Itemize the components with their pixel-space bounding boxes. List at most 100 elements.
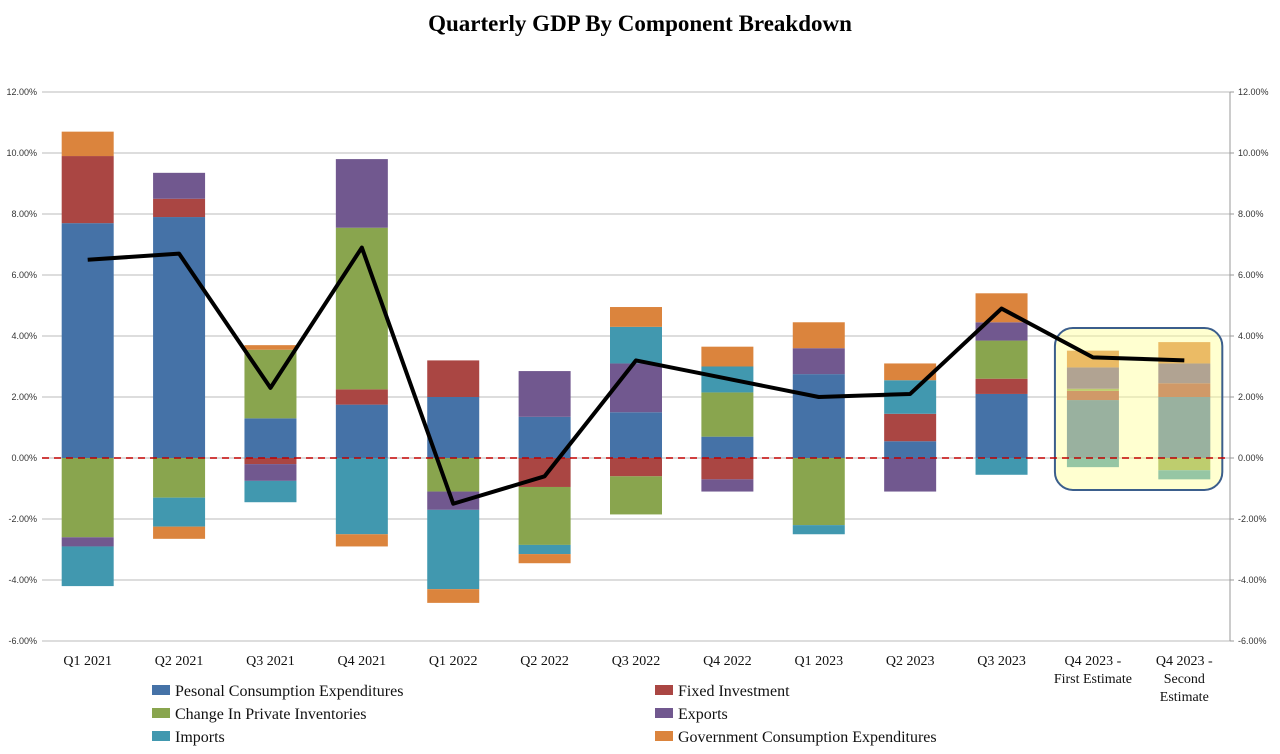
bar-segment bbox=[427, 458, 480, 492]
bar-segment bbox=[335, 404, 388, 458]
x-tick-label: Second bbox=[1164, 672, 1205, 687]
bar-segment bbox=[518, 486, 571, 545]
bar-segment bbox=[975, 458, 1028, 475]
y-tick-left: 8.00% bbox=[11, 209, 37, 219]
x-tick-label: Q3 2021 bbox=[246, 654, 295, 669]
bar-segment bbox=[61, 131, 114, 157]
bar-segment bbox=[610, 458, 662, 477]
bar-segment bbox=[610, 476, 662, 515]
bar-segment bbox=[610, 363, 662, 413]
bar-segment bbox=[153, 172, 206, 199]
bar-segment bbox=[61, 537, 114, 547]
legend-swatch bbox=[152, 708, 170, 718]
bar-segment bbox=[610, 307, 662, 327]
legend-swatch bbox=[152, 685, 170, 695]
legend-label: Change In Private Inventories bbox=[175, 706, 367, 723]
y-tick-right: 4.00% bbox=[1238, 331, 1264, 341]
bar-segment bbox=[518, 371, 571, 417]
bar-segment bbox=[975, 322, 1028, 341]
y-tick-left: 12.00% bbox=[6, 87, 37, 97]
x-tick-label: Q1 2023 bbox=[794, 654, 843, 669]
bar-segment bbox=[701, 392, 754, 437]
x-tick-label: Q4 2022 bbox=[703, 654, 752, 669]
bar-segment bbox=[610, 412, 662, 458]
bar-segment bbox=[1066, 388, 1119, 391]
bar-segment bbox=[518, 554, 571, 564]
y-tick-right: 10.00% bbox=[1238, 148, 1269, 158]
x-tick-label: Q3 2022 bbox=[612, 654, 661, 669]
legend-label: Pesonal Consumption Expenditures bbox=[175, 683, 403, 700]
legend-label: Government Consumption Expenditures bbox=[678, 729, 937, 746]
bar-segment bbox=[61, 156, 114, 224]
bar-segment bbox=[792, 348, 845, 375]
bar-segment bbox=[153, 458, 206, 498]
bar-segment bbox=[884, 380, 937, 414]
legend-swatch bbox=[655, 731, 673, 741]
y-tick-right: 0.00% bbox=[1238, 453, 1264, 463]
y-tick-left: -4.00% bbox=[8, 575, 37, 585]
bar-segment bbox=[884, 363, 937, 381]
bar-segment bbox=[975, 378, 1028, 394]
bar-segment bbox=[884, 458, 937, 492]
legend-swatch bbox=[655, 708, 673, 718]
bar-segment bbox=[244, 458, 297, 465]
bar-segment bbox=[244, 345, 297, 350]
bar-segment bbox=[244, 418, 297, 458]
bar-segment bbox=[335, 227, 388, 390]
y-tick-right: -6.00% bbox=[1238, 636, 1267, 646]
y-tick-left: 6.00% bbox=[11, 270, 37, 280]
bar-segment bbox=[244, 480, 297, 503]
bar-segment bbox=[61, 223, 114, 458]
bar-segment bbox=[701, 479, 754, 492]
bar-segment bbox=[792, 525, 845, 535]
bar-segment bbox=[1066, 367, 1119, 389]
y-tick-left: -2.00% bbox=[8, 514, 37, 524]
bar-segment bbox=[335, 534, 388, 547]
x-tick-label: Q3 2023 bbox=[977, 654, 1026, 669]
bar-segment bbox=[61, 546, 114, 587]
bar-segment bbox=[427, 360, 480, 397]
bar-segment bbox=[975, 340, 1028, 379]
x-tick-label: Q4 2023 - bbox=[1156, 654, 1213, 669]
bar-segment bbox=[884, 441, 937, 458]
x-tick-label: Q1 2022 bbox=[429, 654, 478, 669]
x-tick-label: Estimate bbox=[1160, 690, 1209, 705]
bar-segment bbox=[792, 322, 845, 349]
x-tick-label: Q4 2023 - bbox=[1065, 654, 1122, 669]
bar-segment bbox=[518, 544, 571, 555]
legend-label: Imports bbox=[175, 729, 225, 746]
bar-segment bbox=[975, 393, 1028, 458]
y-tick-left: 10.00% bbox=[6, 148, 37, 158]
bar-segment bbox=[1158, 458, 1211, 471]
x-tick-label: Q1 2021 bbox=[63, 654, 112, 669]
bar-segment bbox=[701, 458, 754, 480]
chart-title: Quarterly GDP By Component Breakdown bbox=[428, 11, 852, 36]
y-tick-left: 2.00% bbox=[11, 392, 37, 402]
bar-segment bbox=[701, 436, 754, 458]
legend-label: Fixed Investment bbox=[678, 683, 790, 700]
y-tick-left: -6.00% bbox=[8, 636, 37, 646]
bar-segment bbox=[1158, 397, 1211, 458]
bar-segment bbox=[335, 458, 388, 535]
bar-segment bbox=[427, 397, 480, 458]
y-tick-right: 2.00% bbox=[1238, 392, 1264, 402]
legend-swatch bbox=[655, 685, 673, 695]
bar-segment bbox=[701, 346, 754, 367]
bar-segment bbox=[335, 159, 388, 228]
x-tick-label: Q2 2022 bbox=[520, 654, 569, 669]
y-tick-right: -2.00% bbox=[1238, 514, 1267, 524]
y-tick-right: 6.00% bbox=[1238, 270, 1264, 280]
y-tick-right: -4.00% bbox=[1238, 575, 1267, 585]
bar-segment bbox=[1158, 383, 1211, 397]
bar-segment bbox=[792, 374, 845, 458]
bar-segment bbox=[610, 326, 662, 364]
y-tick-left: 4.00% bbox=[11, 331, 37, 341]
bar-segment bbox=[427, 589, 480, 603]
bar-segment bbox=[427, 509, 480, 590]
bar-segment bbox=[153, 497, 206, 527]
legend-swatch bbox=[152, 731, 170, 741]
bar-segment bbox=[153, 526, 206, 539]
bar-segment bbox=[1158, 470, 1211, 480]
bar-segment bbox=[335, 389, 388, 405]
